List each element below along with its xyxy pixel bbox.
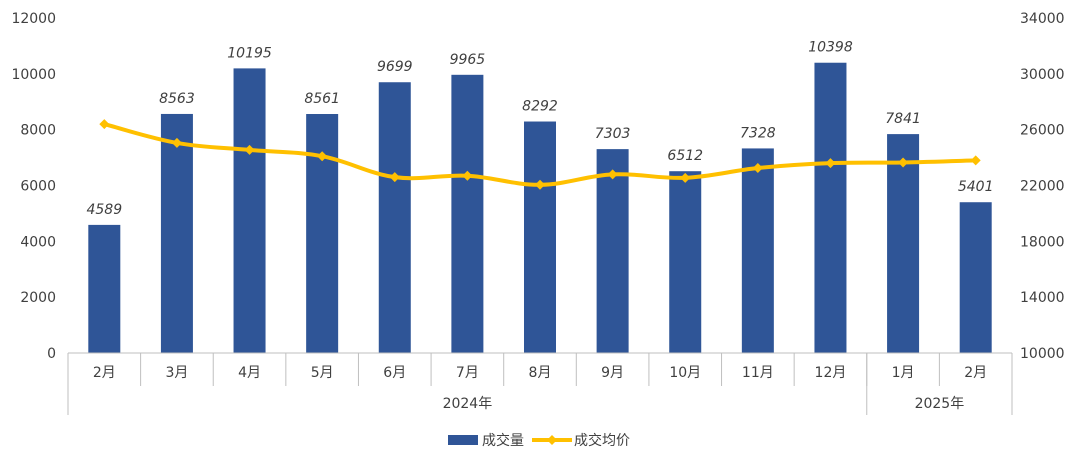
line-point (99, 119, 110, 130)
bar-value-label: 5401 (958, 179, 994, 195)
left-axis-tick-label: 6000 (20, 179, 56, 195)
bar (378, 82, 411, 353)
line-point (680, 172, 691, 183)
right-y-axis: 10000 14000 18000 22000 26000 30000 34000 (1020, 11, 1065, 362)
bar (88, 224, 121, 353)
bar (741, 148, 774, 353)
x-axis-category-label: 6月 (383, 365, 406, 381)
bar-value-label: 10195 (227, 45, 272, 61)
bar (524, 121, 556, 353)
bar-value-label: 7328 (740, 125, 776, 141)
line-point (317, 151, 328, 162)
x-axis-category-label: 2月 (93, 365, 116, 381)
line-point (752, 163, 763, 174)
right-axis-tick-label: 10000 (1020, 346, 1065, 362)
x-axis-category-label: 9月 (601, 365, 624, 381)
bar-value-label: 7303 (595, 126, 631, 142)
legend-line-marker (547, 435, 557, 445)
bar-value-label: 9699 (377, 59, 413, 75)
bar-value-label: 4589 (86, 202, 122, 218)
line-point (462, 170, 473, 181)
bar-data-labels: 4589 8563 10195 8561 9699 9965 8292 7303 6512 732… (86, 40, 993, 218)
right-axis-tick-label: 30000 (1020, 67, 1065, 83)
right-axis-tick-label: 14000 (1020, 290, 1065, 306)
x-axis-category-label: 1月 (892, 365, 915, 381)
bar-value-label: 8561 (304, 91, 340, 107)
left-axis-tick-label: 10000 (11, 67, 56, 83)
bar (814, 62, 847, 353)
bar (959, 202, 992, 353)
line-series (99, 119, 981, 190)
line-point (244, 144, 255, 155)
bar-value-label: 6512 (667, 148, 703, 164)
x-axis-group-label: 2024年 (443, 396, 493, 412)
bar (451, 74, 484, 353)
left-axis-tick-label: 8000 (20, 123, 56, 139)
x-axis-category-label: 5月 (311, 365, 334, 381)
x-axis: 2月 3月 4月 5月 6月 7月 8月 9月 10月 11月 12月 1月 2月 2024年 2025年 (67, 352, 1013, 415)
right-axis-tick-label: 22000 (1020, 179, 1065, 195)
legend: 成交量 成交均价 (448, 432, 630, 449)
left-axis-tick-label: 4000 (20, 234, 56, 250)
x-axis-category-label: 12月 (815, 365, 847, 381)
x-axis-group-label: 2025年 (915, 396, 965, 412)
bar-series (88, 62, 992, 353)
line-point (535, 179, 545, 190)
left-axis-tick-label: 12000 (11, 11, 56, 27)
line-point (825, 158, 836, 169)
right-axis-tick-label: 18000 (1020, 234, 1065, 250)
x-axis-category-label: 3月 (165, 365, 188, 381)
bar (669, 171, 702, 353)
right-axis-tick-label: 26000 (1020, 123, 1065, 139)
right-axis-tick-label: 34000 (1020, 11, 1065, 27)
line-point (171, 137, 182, 148)
line-point (389, 172, 400, 183)
line-point (607, 169, 618, 180)
line-point (898, 157, 909, 168)
bar-value-label: 8563 (159, 91, 195, 107)
left-axis-tick-label: 2000 (20, 290, 56, 306)
bar (233, 68, 266, 353)
x-axis-category-label: 8月 (529, 365, 552, 381)
x-axis-category-label: 11月 (742, 365, 774, 381)
bar (596, 149, 629, 353)
x-axis-category-label: 4月 (238, 365, 261, 381)
x-axis-category-label: 7月 (456, 365, 479, 381)
left-y-axis: 0 2000 4000 6000 8000 10000 12000 (11, 11, 56, 362)
x-axis-category-label: 2月 (964, 365, 987, 381)
bar-value-label: 7841 (885, 111, 921, 127)
legend-line-label: 成交均价 (574, 432, 630, 449)
bar (306, 114, 339, 353)
bar (160, 113, 193, 353)
bar-value-label: 9965 (450, 52, 486, 68)
bar-value-label: 8292 (522, 99, 558, 115)
legend-bar-swatch (448, 435, 478, 445)
left-axis-tick-label: 0 (47, 346, 56, 362)
bar-value-label: 10398 (808, 40, 853, 56)
legend-bar-label: 成交量 (482, 432, 524, 449)
line-point (970, 155, 981, 166)
x-axis-category-label: 10月 (669, 365, 701, 381)
bar (887, 134, 920, 353)
